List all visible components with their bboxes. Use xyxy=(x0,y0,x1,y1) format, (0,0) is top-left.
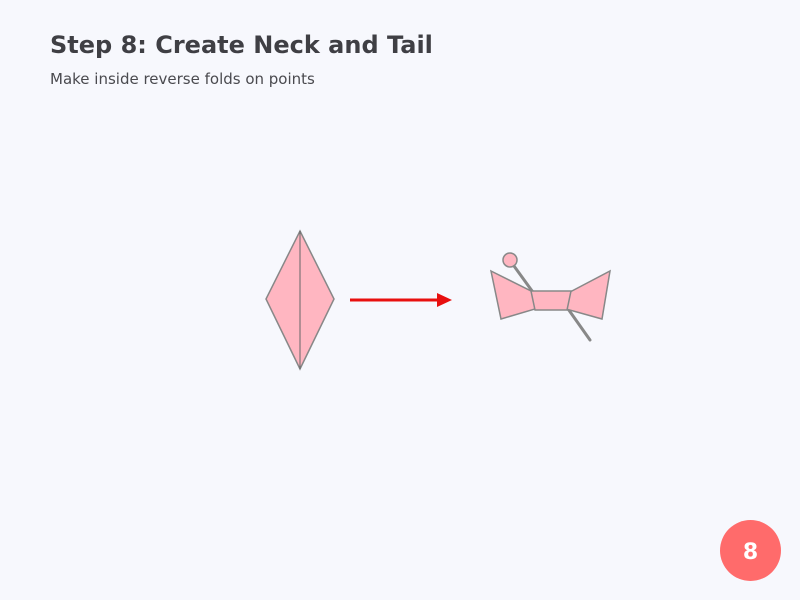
arrow-head xyxy=(437,293,452,307)
step-number-badge: 8 xyxy=(720,520,781,581)
step-title: Step 8: Create Neck and Tail xyxy=(50,31,433,59)
neck-line xyxy=(512,264,537,297)
right-wing xyxy=(565,269,611,320)
step-instruction: Make inside reverse folds on points xyxy=(50,70,315,88)
crane-head xyxy=(502,252,518,268)
diamond-base-figure xyxy=(265,229,335,371)
crane-figure xyxy=(489,252,611,342)
crane-body xyxy=(530,290,572,311)
transition-arrow xyxy=(350,293,452,307)
left-wing xyxy=(489,269,536,320)
tail-line xyxy=(564,304,592,342)
